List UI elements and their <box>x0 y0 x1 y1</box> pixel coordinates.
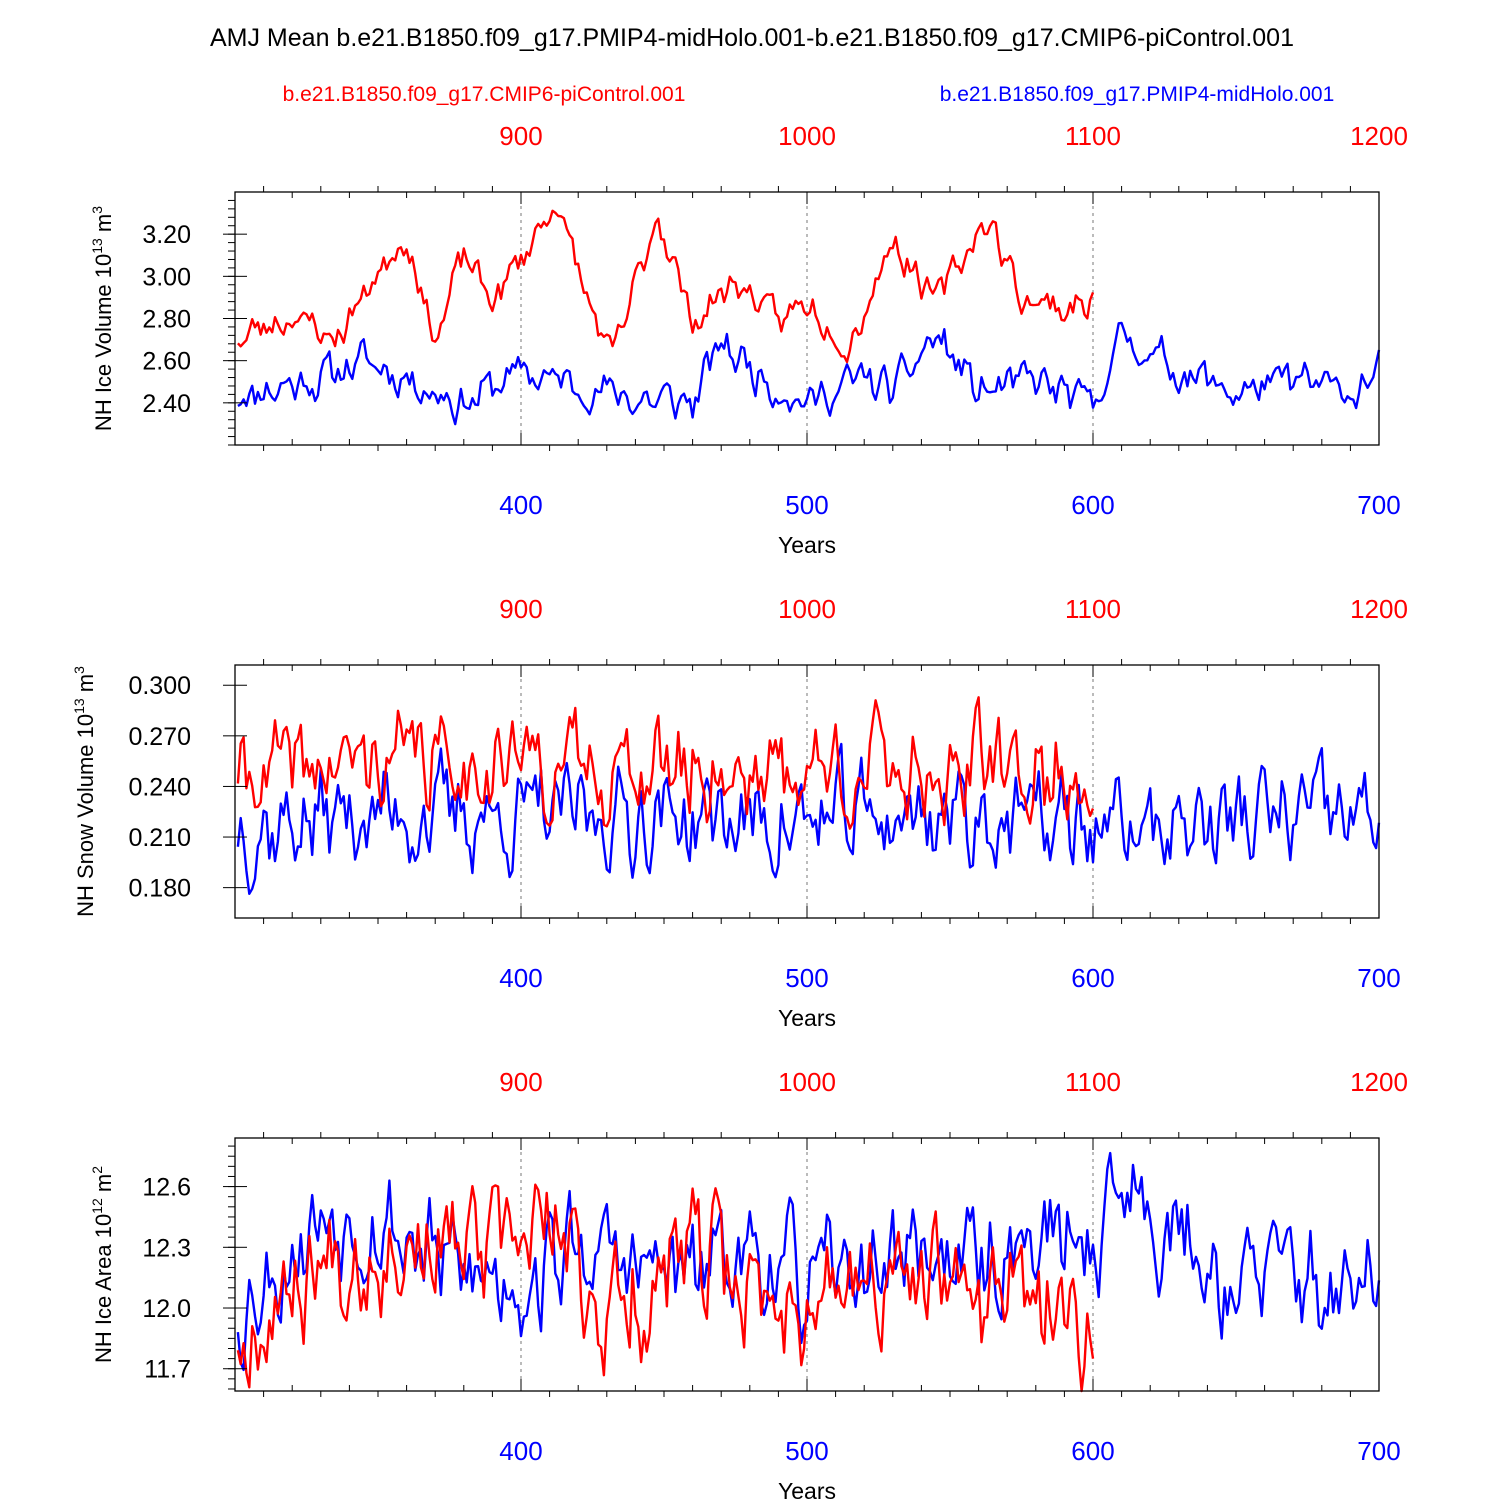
y-tick-label: 11.7 <box>144 1356 191 1384</box>
x-top-tick-label: 1000 <box>778 121 836 151</box>
x-bottom-tick-label: 500 <box>785 963 828 993</box>
y-axis-label: NH Ice Volume 1013 m3 <box>89 206 116 431</box>
x-top-tick-label: 1200 <box>1350 594 1408 624</box>
series-picontrol-line <box>236 1183 1095 1393</box>
x-bottom-tick-label: 400 <box>499 490 542 520</box>
y-tick-label: 2.40 <box>142 390 191 418</box>
x-bottom-tick-label: 600 <box>1071 490 1114 520</box>
y-tick-label: 2.60 <box>142 348 191 376</box>
y-tick-label: 0.180 <box>128 875 191 903</box>
x-axis-label: Years <box>778 1478 836 1500</box>
x-bottom-tick-label: 600 <box>1071 1436 1114 1466</box>
x-top-tick-label: 900 <box>499 121 542 151</box>
y-tick-label: 12.0 <box>142 1295 191 1323</box>
y-tick-label: 12.3 <box>142 1234 191 1262</box>
panels: 400 500 600 700 900 1000 1100 1200 Years 3.20 3.00… <box>71 121 1408 1500</box>
y-tick-label: 0.210 <box>128 824 191 852</box>
y-tick-label: 3.20 <box>142 221 191 249</box>
legend-midholo-label: b.e21.B1850.f09_g17.PMIP4-midHolo.001 <box>940 83 1335 106</box>
x-top-tick-label: 900 <box>499 1067 542 1097</box>
x-top-tick-label: 1100 <box>1065 1067 1121 1097</box>
series-midholo-line <box>237 321 1381 426</box>
x-top-tick-label: 1000 <box>778 594 836 624</box>
x-bottom-tick-label: 500 <box>785 490 828 520</box>
panel-2: 400 500 600 700 900 1000 1100 1200 Years 0.300 0.2… <box>71 594 1408 1031</box>
x-top-tick-label: 1100 <box>1065 121 1121 151</box>
x-bottom-tick-label: 400 <box>499 963 542 993</box>
y-tick-label: 3.00 <box>142 263 191 291</box>
chart-title: AMJ Mean b.e21.B1850.f09_g17.PMIP4-midHo… <box>210 24 1294 52</box>
x-top-tick-label: 1200 <box>1350 1067 1408 1097</box>
y-axis-label: NH Ice Area 1012 m2 <box>89 1166 116 1363</box>
x-bottom-tick-label: 400 <box>499 1436 542 1466</box>
y-tick-label: 0.240 <box>128 773 191 801</box>
x-bottom-tick-label: 500 <box>785 1436 828 1466</box>
y-axis-label: NH Snow Volume 1013 m3 <box>71 666 98 917</box>
x-axis-label: Years <box>778 1005 836 1031</box>
series-midholo-line <box>236 742 1381 895</box>
x-bottom-tick-label: 600 <box>1071 963 1114 993</box>
panel-1: 400 500 600 700 900 1000 1100 1200 Years 3.20 3.00… <box>89 121 1408 558</box>
y-tick-label: 0.300 <box>128 672 191 700</box>
y-tick-label: 2.80 <box>142 306 191 334</box>
series-picontrol-line <box>236 696 1095 830</box>
x-axis-label: Years <box>778 532 836 558</box>
series-picontrol-line <box>237 209 1095 364</box>
x-bottom-tick-label: 700 <box>1357 490 1400 520</box>
y-tick-label: 12.6 <box>142 1174 191 1202</box>
x-top-tick-label: 900 <box>499 594 542 624</box>
x-top-tick-label: 1200 <box>1350 121 1408 151</box>
x-bottom-tick-label: 700 <box>1357 963 1400 993</box>
series-midholo-line <box>236 1151 1381 1372</box>
panel-3: 400 500 600 700 900 1000 1100 1200 Years 12.6 12.3… <box>89 1067 1408 1500</box>
y-tick-label: 0.270 <box>128 723 191 751</box>
x-bottom-tick-label: 700 <box>1357 1436 1400 1466</box>
x-top-tick-label: 1000 <box>778 1067 836 1097</box>
legend-control-label: b.e21.B1850.f09_g17.CMIP6-piControl.001 <box>283 83 686 106</box>
x-top-tick-label: 1100 <box>1065 594 1121 624</box>
